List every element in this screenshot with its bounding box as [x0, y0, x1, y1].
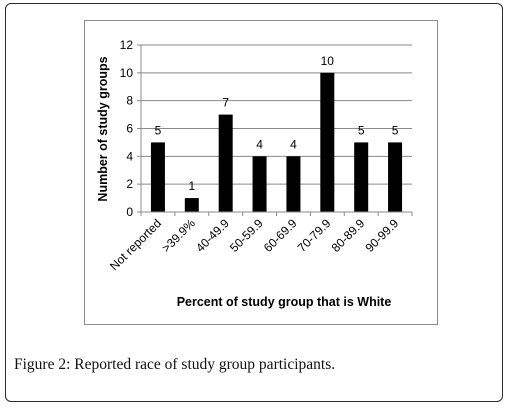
y-tick-labels: 0 2 4 6 8 10 12: [120, 38, 134, 219]
data-label: 10: [321, 54, 335, 68]
y-tick-label: 8: [126, 94, 133, 108]
figure-caption: Figure 2: Reported race of study group p…: [14, 356, 494, 374]
bar: [388, 142, 403, 212]
bar: [354, 142, 369, 212]
gridlines: [137, 44, 413, 216]
bar: [218, 114, 233, 212]
data-label: 5: [155, 123, 162, 137]
y-tick-label: 0: [126, 205, 133, 219]
x-tick-labels: Not reported>39.9%40-49.950-59.960-69.97…: [107, 216, 401, 273]
data-labels: 5 1 7 4 4 10 5 5: [155, 54, 399, 193]
x-tick-label: 50-59.9: [227, 216, 266, 255]
x-tick-label: 90-99.9: [363, 216, 402, 255]
bar: [150, 142, 165, 212]
y-tick-label: 6: [126, 122, 133, 136]
y-tick-label: 10: [120, 66, 134, 80]
y-tick-label: 2: [126, 177, 133, 191]
bar: [184, 198, 199, 212]
x-tick-label: >39.9%: [159, 216, 198, 255]
x-tick-label: Not reported: [107, 216, 164, 273]
bars: [150, 72, 403, 212]
data-label: 4: [290, 137, 297, 151]
data-label: 5: [392, 123, 399, 137]
bar: [252, 156, 267, 212]
caption-label: Figure 2:: [14, 356, 71, 373]
figure-frame: [5, 3, 503, 402]
bar: [286, 156, 301, 212]
axes: [140, 45, 412, 213]
x-tick-label: 60-69.9: [261, 216, 300, 255]
data-label: 4: [256, 137, 263, 151]
data-label: 5: [358, 123, 365, 137]
data-label: 7: [222, 96, 229, 110]
bar: [320, 72, 335, 212]
y-tick-label: 12: [120, 38, 134, 52]
x-tick-label: 80-89.9: [329, 216, 368, 255]
x-axis-label: Percent of study group that is White: [177, 295, 392, 309]
caption-text: Reported race of study group participant…: [70, 356, 336, 373]
y-tick-label: 4: [126, 149, 133, 163]
x-tick-label: 40-49.9: [193, 216, 232, 255]
x-tick-label: 70-79.9: [295, 216, 334, 255]
y-axis-label: Number of study groups: [96, 56, 110, 201]
data-label: 1: [188, 179, 195, 193]
